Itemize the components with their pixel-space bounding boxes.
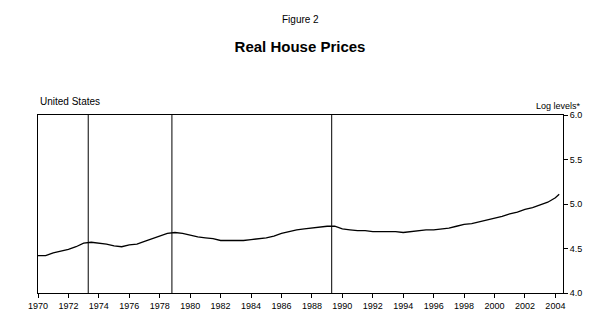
svg-text:1976: 1976 — [119, 301, 139, 311]
svg-text:1980: 1980 — [180, 301, 200, 311]
svg-text:United States: United States — [40, 96, 100, 107]
svg-text:2002: 2002 — [515, 301, 535, 311]
svg-text:4.0: 4.0 — [570, 288, 583, 298]
svg-text:6.0: 6.0 — [570, 110, 583, 120]
svg-text:Real House Prices: Real House Prices — [235, 38, 366, 55]
svg-text:1996: 1996 — [424, 301, 444, 311]
svg-text:1998: 1998 — [454, 301, 474, 311]
svg-text:2000: 2000 — [485, 301, 505, 311]
svg-text:1978: 1978 — [150, 301, 170, 311]
svg-text:4.5: 4.5 — [570, 244, 583, 254]
svg-text:1988: 1988 — [302, 301, 322, 311]
svg-text:Figure 2: Figure 2 — [282, 14, 319, 25]
svg-text:1990: 1990 — [332, 301, 352, 311]
svg-text:1970: 1970 — [28, 301, 48, 311]
svg-text:2004: 2004 — [545, 301, 565, 311]
svg-text:1982: 1982 — [211, 301, 231, 311]
svg-text:1984: 1984 — [241, 301, 261, 311]
svg-text:5.5: 5.5 — [570, 155, 583, 165]
svg-text:Log levels*: Log levels* — [536, 101, 581, 111]
svg-text:1972: 1972 — [58, 301, 78, 311]
svg-text:1974: 1974 — [89, 301, 109, 311]
svg-text:1994: 1994 — [393, 301, 413, 311]
svg-text:1992: 1992 — [363, 301, 383, 311]
svg-text:1986: 1986 — [271, 301, 291, 311]
svg-text:5.0: 5.0 — [570, 199, 583, 209]
